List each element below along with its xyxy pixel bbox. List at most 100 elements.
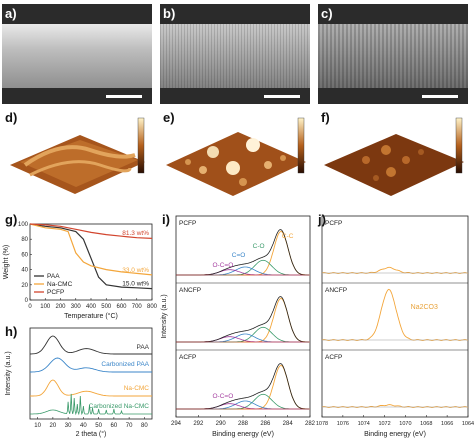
x-tick-label: 1074 (358, 421, 370, 427)
peak-label: C-O (253, 243, 265, 250)
y-tick-label: 0 (25, 298, 29, 304)
x-tick-label: 800 (147, 304, 158, 310)
xps-envelope (176, 296, 309, 343)
subpanel-label: ACFP (325, 354, 342, 361)
x-tick-label: 1070 (399, 421, 411, 427)
x-tick-label: 80 (141, 423, 148, 429)
scale-bar (422, 95, 458, 98)
sem-image-b: b) (160, 4, 310, 104)
peak-label: O-C=O (213, 262, 234, 269)
plot-frame (175, 215, 311, 418)
series-label: PAA (136, 344, 149, 351)
y-tick-label: 60 (21, 252, 28, 258)
panel-label-i: i) (162, 212, 170, 227)
x-tick-label: 600 (116, 304, 127, 310)
peak-label: C-C (282, 233, 294, 240)
xrd-curve-carbonized-na-cmc (30, 393, 152, 416)
xrd-curve-carbonized-paa (30, 357, 152, 373)
y-tick-label: 80 (21, 237, 28, 243)
xrd-curve-na-cmc (30, 379, 152, 397)
afm-image-f (324, 117, 464, 196)
series-label: Na-CMC (124, 385, 150, 392)
x-tick-label: 294 (171, 421, 182, 427)
sem-image-a: a) (2, 4, 152, 104)
panel-label-f: f) (321, 110, 330, 125)
x-tick-label: 200 (55, 304, 66, 310)
x-tick-label: 1064 (462, 421, 474, 427)
panel-label-h: h) (5, 324, 18, 339)
legend-label: PAA (47, 273, 60, 280)
x-tick-label: 100 (40, 304, 51, 310)
annotation-label: 33.0 wt% (122, 267, 149, 274)
legend-label: PCFP (47, 289, 64, 296)
x-tick-label: 1066 (441, 421, 453, 427)
xps-envelope (176, 363, 309, 410)
peak-label: C=O (232, 252, 246, 259)
series-label: Carbonized PAA (101, 361, 149, 368)
subpanel-label: PCFP (179, 220, 196, 227)
chart-xrd: 10 20 30 40 50 60 70 80 2 theta (°) Intensity (a.… (5, 327, 153, 438)
x-tick-label: 0 (28, 304, 32, 310)
x-tick-label: 40 (80, 423, 87, 429)
scale-bar (264, 95, 300, 98)
x-tick-label: 1068 (420, 421, 432, 427)
panel-label-b: b) (163, 6, 176, 21)
y-axis-label: Intensity (a.u.) (161, 294, 168, 338)
x-tick-label: 30 (65, 423, 72, 429)
panel-label-d: d) (5, 110, 18, 125)
chart-xps-na1s: 1078 1076 1074 1072 1070 1068 1066 1064 Binding … (316, 215, 474, 438)
x-tick-label: 1078 (316, 421, 328, 427)
plot-frame (321, 215, 469, 418)
x-tick-label: 50 (95, 423, 102, 429)
series-line-paa (29, 223, 153, 290)
sem-image-c: c) (318, 4, 468, 104)
peak-label: O-C=O (213, 393, 234, 400)
scale-bar (106, 95, 142, 98)
fit-peak-c-c (176, 364, 309, 410)
subpanel-label: PCFP (325, 220, 342, 227)
x-tick-label: 284 (283, 421, 294, 427)
annotation-label: 15.0 wt% (122, 281, 149, 288)
panel-label-g: g) (5, 212, 18, 227)
x-tick-label: 20 (50, 423, 57, 429)
x-tick-label: 700 (132, 304, 143, 310)
xrd-curve-paa (29, 335, 152, 355)
subpanel-label: ANCFP (325, 287, 347, 294)
series-label: Carbonized Na-CMC (89, 403, 150, 410)
x-tick-label: 1072 (378, 421, 390, 427)
y-axis-label: Intensity (a.u.) (5, 351, 12, 395)
x-tick-label: 10 (34, 423, 41, 429)
xps-curve (321, 266, 469, 274)
subpanel-label: ANCFP (179, 287, 201, 294)
x-tick-label: 60 (111, 423, 118, 429)
x-tick-label: 300 (71, 304, 82, 310)
x-tick-label: 500 (101, 304, 112, 310)
y-axis-label: Weight (%) (3, 245, 10, 280)
chart-xps-c1s: 294 292 290 288 286 284 282 Binding energy (eV)… (161, 215, 316, 438)
x-axis-label: Temperature (°C) (64, 312, 118, 320)
x-tick-label: 292 (193, 421, 204, 427)
afm-image-d (10, 117, 145, 194)
fit-peak-c-c (176, 297, 309, 343)
x-axis-label: Binding energy (eV) (364, 431, 426, 438)
subpanel-label: ACFP (179, 354, 196, 361)
chart-tga: 0 100 200 300 400 500 600 700 800 0 20 40 60 80 100 Tem… (3, 222, 158, 320)
series-line-pcfp (29, 223, 153, 239)
y-tick-label: 100 (18, 222, 29, 228)
x-axis-label: 2 theta (°) (76, 430, 107, 438)
annotation-label: 81.3 wt% (122, 230, 149, 237)
y-tick-label: 20 (21, 283, 28, 289)
x-tick-label: 282 (305, 421, 316, 427)
series-line-na-cmc (29, 223, 153, 276)
y-tick-label: 40 (21, 268, 28, 274)
x-tick-label: 288 (238, 421, 249, 427)
x-tick-label: 400 (86, 304, 97, 310)
x-tick-label: 70 (126, 423, 133, 429)
panel-label-c: c) (321, 6, 333, 21)
plot-frame (29, 327, 153, 420)
xps-curve (321, 288, 469, 341)
x-tick-label: 290 (216, 421, 227, 427)
x-tick-label: 286 (260, 421, 271, 427)
afm-image-e (166, 117, 306, 196)
panel-label-a: a) (5, 6, 17, 21)
